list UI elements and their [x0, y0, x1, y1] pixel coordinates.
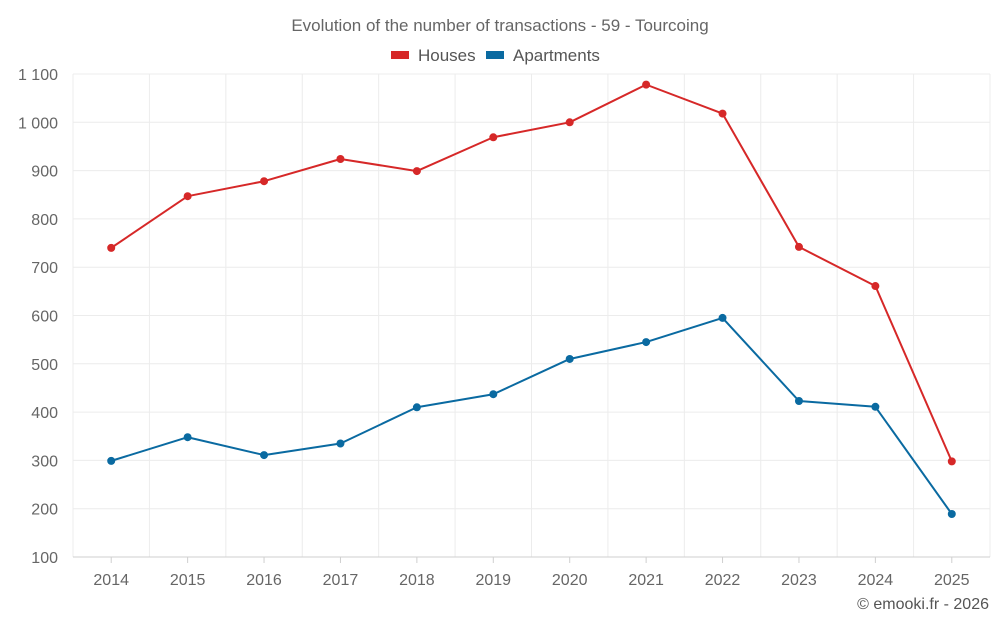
houses-legend-swatch [391, 51, 409, 59]
series-group [107, 80, 956, 519]
x-tick-label: 2017 [323, 572, 359, 589]
y-tick-label: 700 [31, 260, 58, 277]
x-tick-label: 2025 [934, 572, 970, 589]
y-tick-label: 100 [31, 550, 58, 567]
houses-line [110, 83, 953, 462]
credit-text: © emooki.fr - 2026 [857, 596, 989, 613]
houses-legend-label: Houses [418, 46, 476, 65]
y-tick-label: 900 [31, 164, 58, 181]
houses-point [489, 133, 498, 142]
houses-point [107, 243, 116, 252]
grid-lines [72, 73, 991, 557]
x-tick-label: 2015 [170, 572, 206, 589]
y-tick-label: 800 [31, 212, 58, 229]
houses-point [260, 177, 269, 186]
x-tick-label: 2020 [552, 572, 588, 589]
apartments-line [110, 316, 953, 515]
x-tick-label: 2024 [858, 572, 894, 589]
apartments-point [794, 396, 803, 405]
houses-point [183, 192, 192, 201]
apartments-point [489, 390, 498, 399]
x-tick-label: 2016 [246, 572, 282, 589]
x-axis: 2014 2015 2016 2017 2018 2019 2020 2021 2022 2023… [73, 556, 990, 589]
houses-point [794, 242, 803, 251]
houses-point [412, 167, 421, 176]
x-tick-label: 2023 [781, 572, 817, 589]
y-tick-label: 400 [31, 405, 58, 422]
houses-point [871, 282, 880, 291]
y-tick-label: 300 [31, 453, 58, 470]
apartments-point [718, 313, 727, 322]
houses-point [642, 80, 651, 89]
apartments-point [947, 510, 956, 519]
apartments-legend-label: Apartments [513, 46, 600, 65]
apartments-point [107, 456, 116, 465]
y-tick-label: 200 [31, 502, 58, 519]
apartments-point [260, 451, 269, 460]
apartments-point [183, 433, 192, 442]
chart-title: Evolution of the number of transactions … [291, 16, 708, 35]
apartments-point [642, 338, 651, 347]
x-tick-label: 2018 [399, 572, 435, 589]
y-axis: 100 200 300 400 500 600 700 800 900 1 000 1 100 [18, 67, 58, 567]
x-tick-label: 2022 [705, 572, 741, 589]
apartments-point [412, 403, 421, 412]
apartments-point [336, 439, 345, 448]
y-tick-label: 1 000 [18, 115, 58, 132]
x-tick-label: 2014 [93, 572, 129, 589]
x-tick-label: 2019 [475, 572, 511, 589]
apartments-point [871, 402, 880, 411]
houses-point [336, 155, 345, 164]
y-tick-label: 1 100 [18, 67, 58, 84]
houses-point [718, 109, 727, 118]
x-tick-label: 2021 [628, 572, 664, 589]
houses-point [565, 118, 574, 127]
legend: Houses Apartments [391, 46, 600, 65]
y-tick-label: 500 [31, 357, 58, 374]
houses-point [947, 457, 956, 466]
apartments-legend-swatch [486, 51, 504, 59]
apartments-point [565, 354, 574, 363]
y-tick-label: 600 [31, 309, 58, 326]
